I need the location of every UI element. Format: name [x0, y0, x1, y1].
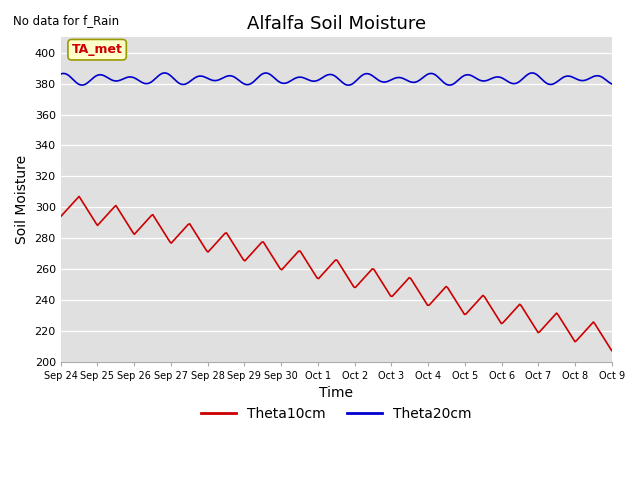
Theta20cm	[361, 71, 369, 77]
Theta10cm	[477, 294, 485, 300]
Line: Theta10cm: Theta10cm	[61, 196, 640, 360]
Theta10cm	[76, 193, 83, 199]
Title: Alfalfa Soil Moisture: Alfalfa Soil Moisture	[247, 15, 426, 33]
Theta20cm	[57, 71, 65, 77]
Text: TA_met: TA_met	[72, 43, 123, 56]
Theta10cm	[57, 214, 65, 219]
Theta20cm	[566, 73, 574, 79]
Theta20cm	[477, 78, 485, 84]
Theta10cm	[361, 275, 369, 280]
Y-axis label: Soil Moisture: Soil Moisture	[15, 155, 29, 244]
Theta20cm	[77, 82, 84, 88]
Line: Theta20cm: Theta20cm	[61, 73, 640, 85]
Text: No data for f_Rain: No data for f_Rain	[13, 14, 119, 27]
Legend: Theta10cm, Theta20cm: Theta10cm, Theta20cm	[196, 401, 477, 426]
Theta20cm	[344, 82, 351, 88]
Theta10cm	[97, 219, 104, 225]
Theta10cm	[565, 329, 573, 335]
Theta20cm	[528, 70, 536, 76]
Theta20cm	[95, 72, 103, 78]
Theta10cm	[78, 198, 86, 204]
X-axis label: Time: Time	[319, 386, 353, 400]
